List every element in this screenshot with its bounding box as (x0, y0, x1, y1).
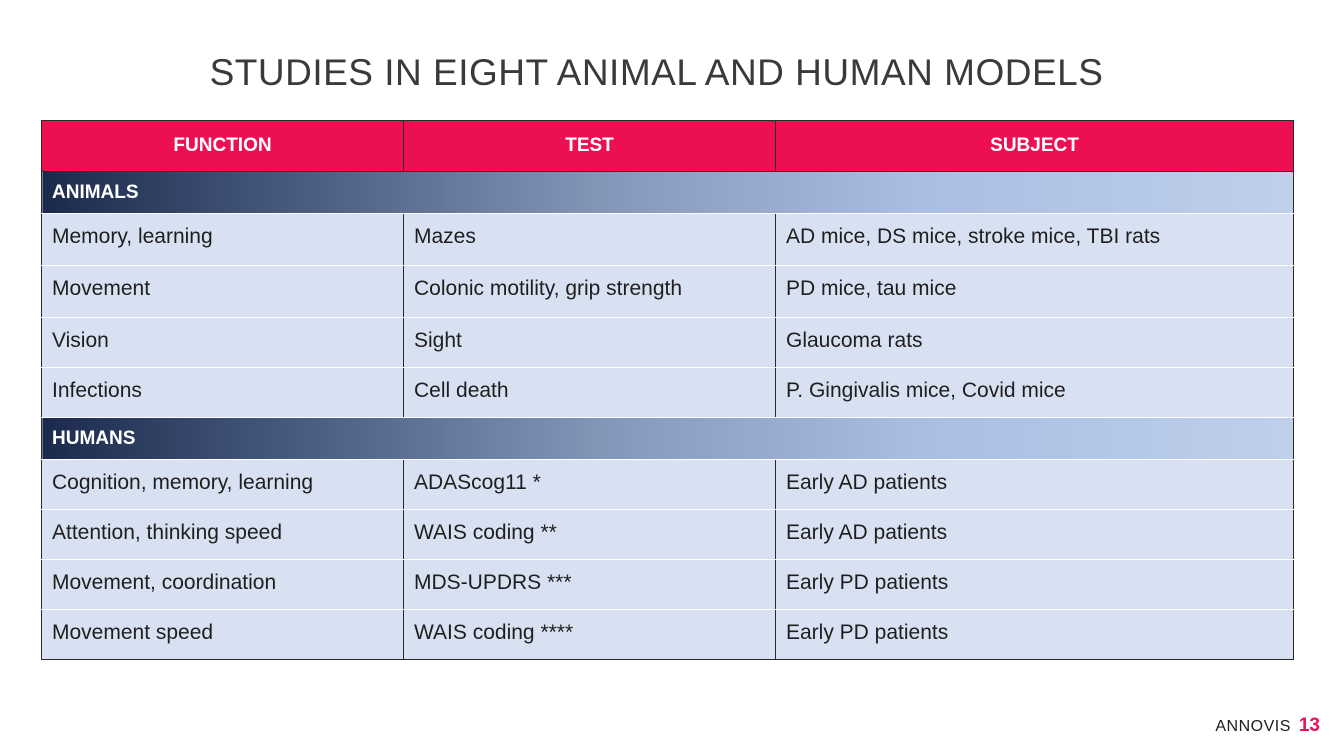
table-header-row: FUNCTION TEST SUBJECT (41, 120, 1294, 172)
cell-test: MDS-UPDRS *** (403, 559, 776, 610)
cell-function: Cognition, memory, learning (41, 459, 404, 510)
cell-function: Infections (41, 367, 404, 418)
table-row: Memory, learning Mazes AD mice, DS mice,… (41, 213, 1294, 266)
section-row-humans: HUMANS (41, 417, 1294, 460)
page-number: 13 (1298, 715, 1320, 736)
section-label: HUMANS (41, 417, 1294, 460)
cell-subject: PD mice, tau mice (775, 265, 1294, 318)
section-row-animals: ANIMALS (41, 171, 1294, 214)
table-row: Movement speed WAIS coding **** Early PD… (41, 609, 1294, 660)
cell-test: WAIS coding **** (403, 609, 776, 660)
brand-logo-text: ANNOVIS (1215, 718, 1291, 735)
cell-subject: P. Gingivalis mice, Covid mice (775, 367, 1294, 418)
table-row: Infections Cell death P. Gingivalis mice… (41, 367, 1294, 418)
cell-function: Attention, thinking speed (41, 509, 404, 560)
cell-subject: Glaucoma rats (775, 317, 1294, 368)
cell-subject: Early PD patients (775, 609, 1294, 660)
cell-subject: Early AD patients (775, 459, 1294, 510)
cell-function: Movement, coordination (41, 559, 404, 610)
header-function: FUNCTION (41, 120, 404, 172)
cell-test: ADAScog11 * (403, 459, 776, 510)
table-row: Cognition, memory, learning ADAScog11 * … (41, 459, 1294, 510)
cell-function: Memory, learning (41, 213, 404, 266)
table-row: Attention, thinking speed WAIS coding **… (41, 509, 1294, 560)
cell-function: Movement (41, 265, 404, 318)
header-subject: SUBJECT (775, 120, 1294, 172)
cell-test: Mazes (403, 213, 776, 266)
cell-subject: AD mice, DS mice, stroke mice, TBI rats (775, 213, 1294, 266)
cell-subject: Early PD patients (775, 559, 1294, 610)
cell-test: Sight (403, 317, 776, 368)
cell-test: Cell death (403, 367, 776, 418)
cell-subject: Early AD patients (775, 509, 1294, 560)
section-label: ANIMALS (41, 171, 1294, 214)
slide-title: STUDIES IN EIGHT ANIMAL AND HUMAN MODELS (209, 52, 1104, 93)
header-test: TEST (403, 120, 776, 172)
cell-function: Movement speed (41, 609, 404, 660)
table-row: Movement, coordination MDS-UPDRS *** Ear… (41, 559, 1294, 610)
studies-table: FUNCTION TEST SUBJECT ANIMALS Memory, le… (41, 120, 1294, 660)
cell-function: Vision (41, 317, 404, 368)
cell-test: Colonic motility, grip strength (403, 265, 776, 318)
table-row: Movement Colonic motility, grip strength… (41, 265, 1294, 318)
table-row: Vision Sight Glaucoma rats (41, 317, 1294, 368)
slide-footer: ANNOVIS 13 (1215, 715, 1320, 737)
cell-test: WAIS coding ** (403, 509, 776, 560)
